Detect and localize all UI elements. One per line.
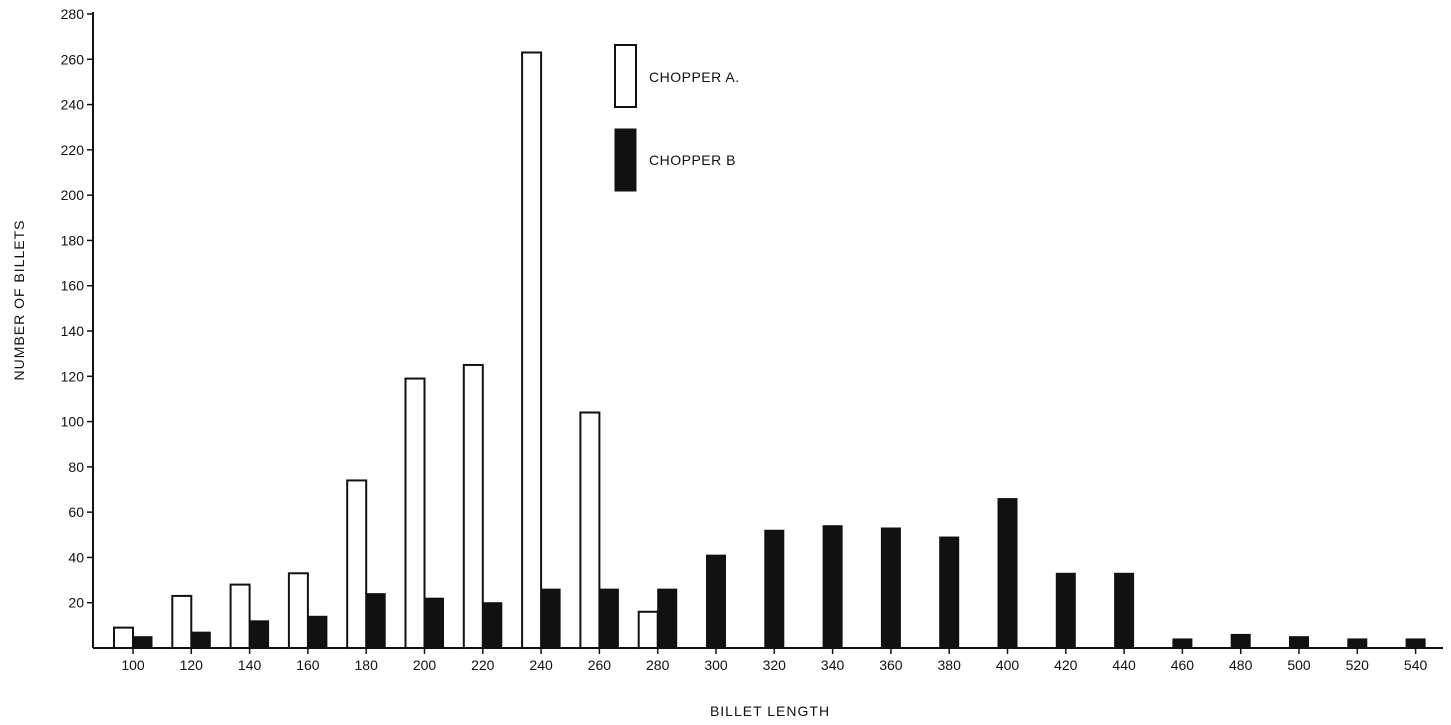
bar-chopper-b <box>657 588 678 649</box>
bar-chopper-a <box>287 572 309 649</box>
x-ticks: 100 120 140 160 180 200 220 240 260 280 300 320 340 3… <box>121 648 1427 673</box>
bar-chopper-b <box>598 588 619 649</box>
x-tick-label: 120 <box>180 657 204 673</box>
x-tick-label: 140 <box>238 657 262 673</box>
x-tick-label: 240 <box>529 657 553 673</box>
y-tick-label: 220 <box>61 142 85 158</box>
y-tick-label: 260 <box>61 51 85 67</box>
y-tick-label: 240 <box>61 97 85 113</box>
legend-swatch-chopper-b <box>614 128 637 192</box>
x-tick-label: 420 <box>1054 657 1078 673</box>
y-tick-label: 120 <box>61 368 85 384</box>
y-tick-label: 20 <box>68 595 84 611</box>
bar-chopper-a <box>521 51 543 649</box>
bar-chopper-b <box>1114 572 1135 649</box>
x-tick-label: 320 <box>763 657 787 673</box>
bar-chopper-b <box>880 527 901 649</box>
y-tick-label: 100 <box>61 414 85 430</box>
bar-chopper-a <box>579 411 601 649</box>
y-tick-label: 200 <box>61 187 85 203</box>
bar-chopper-b <box>764 529 785 649</box>
legend: CHOPPER A. CHOPPER B <box>614 44 740 192</box>
x-tick-label: 360 <box>879 657 903 673</box>
x-tick-label: 180 <box>355 657 379 673</box>
bar-chopper-a <box>346 479 368 650</box>
bar-chopper-a <box>404 377 426 649</box>
bar-chopper-b <box>190 631 211 649</box>
y-tick-label: 180 <box>61 232 85 248</box>
x-tick-label: 400 <box>996 657 1020 673</box>
x-tick-label: 280 <box>646 657 670 673</box>
legend-label-chopper-a: CHOPPER A. <box>649 69 740 85</box>
x-tick-label: 520 <box>1346 657 1370 673</box>
x-tick-label: 340 <box>821 657 845 673</box>
x-tick-label: 440 <box>1112 657 1136 673</box>
x-tick-label: 480 <box>1229 657 1253 673</box>
x-tick-label: 220 <box>471 657 495 673</box>
x-tick-label: 500 <box>1287 657 1311 673</box>
y-tick-label: 140 <box>61 323 85 339</box>
bar-chopper-b <box>1289 636 1309 649</box>
bar-chopper-b <box>706 554 726 649</box>
bar-chopper-b <box>1405 638 1426 649</box>
bar-chopper-b <box>822 525 843 649</box>
bar-chopper-b <box>1055 572 1076 649</box>
x-axis-title: BILLET LENGTH <box>710 703 830 719</box>
bar-chopper-b <box>540 588 561 649</box>
bar-chopper-b <box>997 498 1018 649</box>
bar-chopper-b <box>482 602 503 649</box>
bar-chopper-a <box>171 594 193 650</box>
legend-label-chopper-b: CHOPPER B <box>649 152 736 168</box>
bar-chopper-b <box>307 615 328 649</box>
x-tick-label: 300 <box>704 657 728 673</box>
bar-chopper-b <box>1230 633 1251 649</box>
bar-chopper-a <box>637 610 659 649</box>
bar-chopper-b <box>1172 638 1193 649</box>
bar-chopper-b <box>1347 638 1368 649</box>
x-tick-label: 160 <box>296 657 320 673</box>
bar-chopper-a <box>113 626 134 649</box>
bar-chopper-b <box>365 593 386 649</box>
x-tick-label: 540 <box>1404 657 1428 673</box>
bars <box>113 51 1426 650</box>
bar-chopper-b <box>249 620 270 649</box>
y-tick-label: 280 <box>61 6 85 22</box>
y-ticks: 20 40 60 80 100 120 140 160 180 200 220 240 260 280 <box>61 6 93 611</box>
y-tick-label: 40 <box>68 549 84 565</box>
y-axis-title: NUMBER OF BILLETS <box>11 220 27 381</box>
bar-chopper-b <box>132 636 153 649</box>
y-tick-label: 80 <box>68 459 84 475</box>
x-tick-label: 460 <box>1171 657 1195 673</box>
x-tick-label: 200 <box>413 657 437 673</box>
y-tick-label: 160 <box>61 278 85 294</box>
x-tick-label: 380 <box>938 657 962 673</box>
x-tick-label: 260 <box>588 657 612 673</box>
bar-chopper-a <box>229 583 251 649</box>
y-tick-label: 60 <box>68 504 84 520</box>
x-tick-label: 100 <box>121 657 145 673</box>
bar-chopper-b <box>939 536 960 649</box>
legend-swatch-chopper-a <box>614 44 637 108</box>
bar-chopper-b <box>424 597 444 649</box>
bar-chopper-a <box>462 363 484 649</box>
